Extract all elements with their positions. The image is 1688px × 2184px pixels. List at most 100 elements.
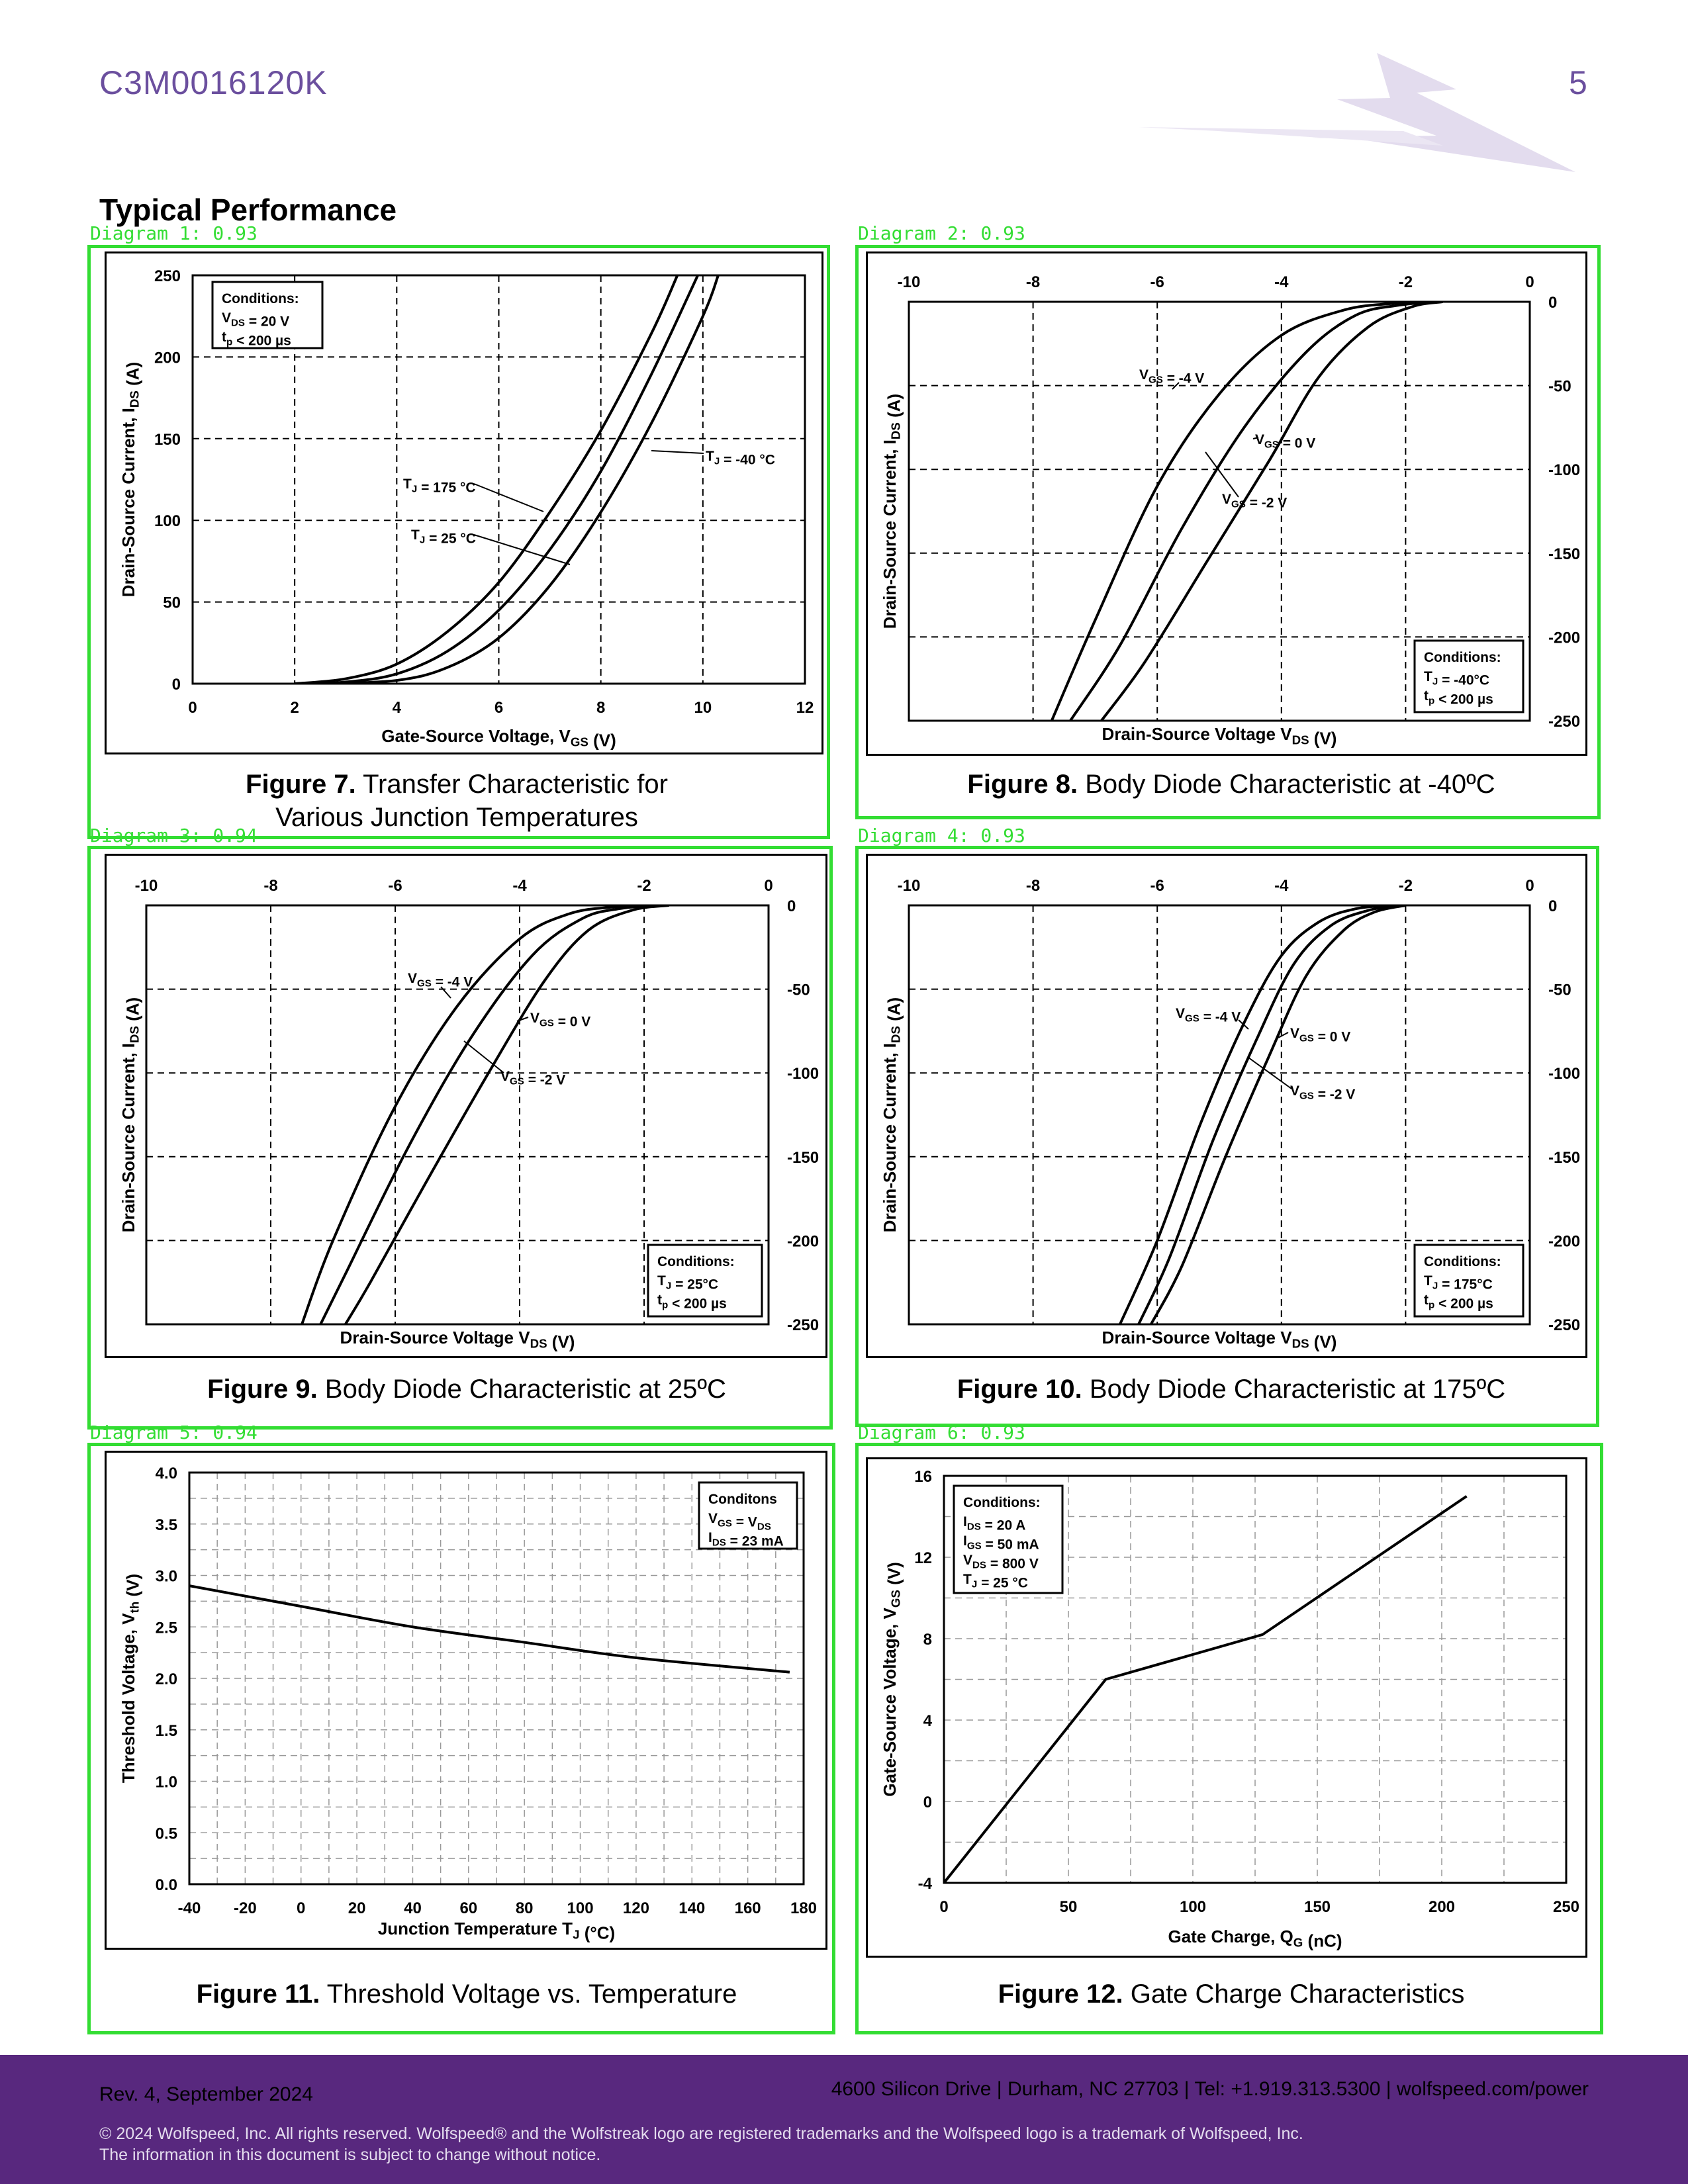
- x-tick-label-5: 10: [694, 699, 712, 717]
- y-tick-label-5: -250: [787, 1316, 819, 1334]
- y-tick-label-5: -250: [1548, 713, 1580, 731]
- figure-9-frame: -10 -8 -6 -4 -2 0 0 -50 -100 -150 -200 -250 Drain-So…: [105, 854, 827, 1358]
- detection-label-3: Diagram 3: 0.94: [90, 825, 258, 846]
- conditions-line-2: IGS = 50 mA: [963, 1533, 1039, 1552]
- annotation-leader-1: [516, 1017, 529, 1022]
- figure-11-frame: -40 -20 0 20 40 60 80 100 120 140 160 180 0.0 0.5 1.0 1…: [105, 1451, 827, 1950]
- figure-10-frame: -10 -8 -6 -4 -2 0 0 -50 -100 -150 -200 -250 Drain-So…: [866, 854, 1587, 1358]
- figure-7-caption: Figure 7. Transfer Characteristic for Va…: [106, 768, 808, 834]
- x-tick-label-1: -20: [234, 1899, 257, 1917]
- conditions-box: [953, 1484, 1064, 1594]
- figure-8-caption-text: Body Diode Characteristic at -40ºC: [1085, 770, 1495, 799]
- series-annotation-0: VGS = -4 V: [1176, 1006, 1241, 1024]
- x-tick-label-0: -40: [178, 1899, 201, 1917]
- conditions-line-1: VGS = VDS: [708, 1511, 771, 1533]
- conditions-line-0: Conditons: [708, 1492, 777, 1507]
- y-tick-label-5: -250: [1548, 1316, 1580, 1334]
- x-tick-label-1: 50: [1060, 1898, 1078, 1916]
- annotation-leader-0: [1172, 382, 1180, 390]
- y-tick-label-1: 0: [923, 1794, 932, 1811]
- conditions-box: [647, 1244, 763, 1318]
- annotation-leader-1: [1278, 1032, 1289, 1038]
- x-tick-label-1: -8: [1026, 273, 1040, 291]
- x-tick-label-3: 6: [494, 699, 503, 717]
- figure-7-caption-line1: Transfer Characteristic for: [363, 770, 668, 799]
- y-axis-label: Drain-Source Current, IDS (A): [880, 997, 904, 1232]
- y-tick-label-3: -150: [1548, 545, 1580, 563]
- series-annotation-1: TJ = 25 °C: [411, 527, 476, 546]
- series-line-2: [344, 905, 669, 1324]
- conditions-line-3: VDS = 800 V: [963, 1553, 1039, 1571]
- x-tick-label-2: 100: [1180, 1898, 1206, 1916]
- x-tick-label-2: 0: [297, 1899, 305, 1917]
- x-tick-label-6: 80: [516, 1899, 534, 1917]
- series-annotation-1: VGS = 0 V: [1290, 1026, 1350, 1044]
- conditions-line-1: IDS = 20 A: [963, 1514, 1025, 1533]
- x-tick-label-7: 100: [567, 1899, 594, 1917]
- wolfstreak-logo-icon: [1139, 53, 1575, 172]
- revision-text: Rev. 4, September 2024: [99, 2083, 313, 2105]
- y-tick-label-4: -200: [1548, 629, 1580, 647]
- figure-11-caption: Figure 11. Threshold Voltage vs. Tempera…: [106, 1978, 827, 2011]
- y-tick-label-8: 4.0: [156, 1465, 177, 1482]
- x-tick-label-5: 250: [1553, 1898, 1579, 1916]
- figure-12-caption-text: Gate Charge Characteristics: [1130, 1979, 1465, 2009]
- x-tick-label-3: -4: [512, 877, 527, 895]
- figure-9-chart: -10 -8 -6 -4 -2 00-50-100-150-200-250Drain-So…: [118, 877, 819, 1352]
- detection-box-6: [855, 1443, 1603, 2034]
- x-tick-label-10: 160: [735, 1899, 761, 1917]
- conditions-line-0: Conditions:: [222, 291, 299, 306]
- figure-9-number: Figure 9.: [207, 1375, 318, 1404]
- detection-box-2: [855, 245, 1601, 819]
- series-annotation-2: TJ = -40 °C: [706, 449, 775, 467]
- figure-12-number: Figure 12.: [998, 1979, 1123, 2009]
- x-tick-label-3: -4: [1274, 273, 1289, 291]
- series-annotation-0: VGS = -4 V: [408, 971, 473, 989]
- x-tick-label-4: -2: [1399, 877, 1413, 895]
- x-tick-label-2: 4: [393, 699, 402, 717]
- y-tick-label-2: -100: [787, 1065, 819, 1083]
- conditions-line-2: tp < 200 µs: [1424, 688, 1493, 707]
- page-number: 5: [1569, 64, 1587, 101]
- y-tick-label-3: -150: [787, 1149, 819, 1167]
- y-tick-label-1: -50: [1548, 981, 1571, 999]
- series-line-2: [1150, 905, 1406, 1324]
- series-annotation-0: VGS = -4 V: [1139, 367, 1204, 386]
- detection-box-4: [855, 846, 1599, 1427]
- conditions-box: [698, 1481, 798, 1550]
- x-axis-label: Drain-Source Voltage VDS (V): [1102, 1328, 1337, 1352]
- conditions-line-2: IDS = 23 mA: [708, 1530, 784, 1549]
- x-tick-label-2: -6: [1150, 877, 1164, 895]
- conditions-line-1: TJ = 175°C: [1424, 1273, 1493, 1292]
- conditions-box: [1413, 1244, 1524, 1318]
- y-axis-label: Gate-Source Voltage, VGS (V): [880, 1562, 904, 1797]
- x-tick-label-0: 0: [188, 699, 197, 717]
- y-tick-label-0: 0: [1548, 294, 1557, 312]
- annotation-leader-1: [1252, 437, 1259, 439]
- conditions-box: [211, 281, 324, 349]
- copyright-line-2: The information in this document is subj…: [99, 2146, 601, 2164]
- y-axis-label: Drain-Source Current, IDS (A): [118, 362, 143, 597]
- x-tick-label-5: 0: [1525, 877, 1534, 895]
- detection-label-1: Diagram 1: 0.93: [90, 222, 258, 244]
- x-tick-label-3: -4: [1274, 877, 1289, 895]
- figure-11-number: Figure 11.: [196, 1979, 320, 2009]
- y-axis-label: Drain-Source Current, IDS (A): [880, 394, 904, 629]
- conditions-line-1: TJ = 25°C: [657, 1273, 718, 1292]
- series-line-0: [301, 905, 651, 1324]
- figure-7-number: Figure 7.: [246, 770, 356, 799]
- conditions-line-0: Conditions:: [1424, 650, 1501, 665]
- series-line-0: [1050, 302, 1431, 721]
- conditions-line-2: tp < 200 µs: [1424, 1293, 1493, 1311]
- conditions-line-2: tp < 200 µs: [657, 1293, 727, 1311]
- x-axis-label: Drain-Source Voltage VDS (V): [340, 1328, 575, 1352]
- figure-9-caption: Figure 9. Body Diode Characteristic at 2…: [106, 1373, 827, 1406]
- y-tick-label-4: 200: [154, 349, 181, 367]
- y-tick-label-5: 16: [914, 1468, 932, 1486]
- series-line-2: [1100, 302, 1443, 721]
- part-number: C3M0016120K: [99, 64, 328, 101]
- figure-12-caption: Figure 12. Gate Charge Characteristics: [867, 1978, 1595, 2011]
- y-tick-label-0: 0.0: [156, 1876, 177, 1894]
- y-tick-label-4: -200: [1548, 1232, 1580, 1250]
- series-line-0: [1119, 905, 1393, 1324]
